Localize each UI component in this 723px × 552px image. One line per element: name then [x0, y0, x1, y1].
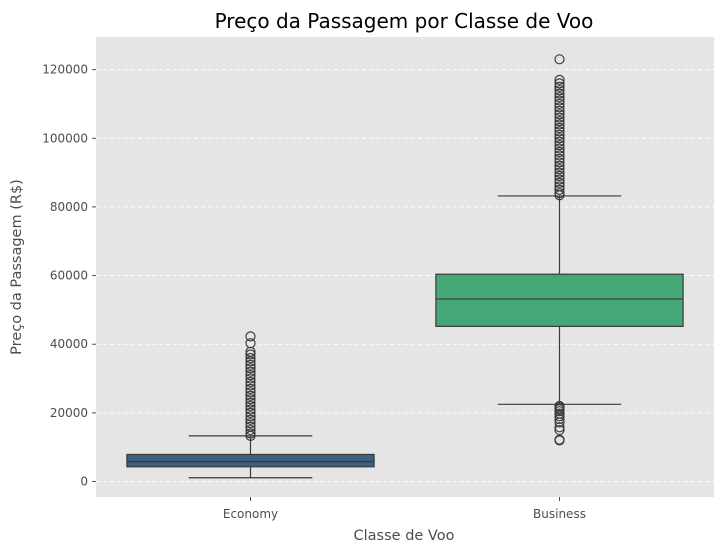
outlier-point [245, 400, 256, 412]
outlier-point [554, 181, 565, 192]
outlier-point [554, 119, 565, 130]
outlier-point [554, 122, 565, 134]
outlier-point [245, 363, 256, 374]
outlier-point [245, 366, 256, 377]
outlier-point [554, 157, 565, 168]
y-tick-label: 60000 [50, 269, 88, 283]
outlier-point [245, 411, 256, 422]
outlier-point [245, 428, 256, 439]
outlier-point [554, 109, 565, 120]
outlier-point [245, 421, 256, 432]
outlier-point [554, 112, 565, 123]
outlier-point [245, 356, 256, 367]
outlier-point [554, 116, 565, 127]
outlier-point [554, 160, 565, 171]
outlier-point [554, 184, 565, 195]
x-tick-label: Economy [223, 507, 278, 521]
plot-background [96, 37, 714, 497]
chart-title: Preço da Passagem por Classe de Voo [215, 9, 594, 33]
outlier-point [554, 170, 565, 182]
y-tick-label: 120000 [42, 63, 88, 77]
outlier-point [245, 373, 256, 384]
box-iqr [435, 273, 684, 327]
outlier-point [554, 177, 565, 188]
outlier-point [554, 422, 565, 433]
outlier-point [554, 146, 565, 158]
outlier-point [554, 102, 565, 113]
outlier-point [245, 407, 256, 418]
x-axis-ticks: Economy Business [223, 497, 586, 521]
outlier-point [245, 404, 256, 415]
outlier-point [554, 81, 565, 92]
outlier-point [554, 129, 565, 140]
outlier-point [554, 434, 565, 445]
outlier-point [554, 74, 565, 86]
outlier-point [554, 153, 565, 164]
outlier-point [245, 397, 256, 408]
y-axis-ticks: 0 20000 40000 60000 80000 100000 120000 [42, 63, 96, 489]
outlier-point [554, 133, 565, 144]
outlier-point [245, 390, 256, 401]
outlier-point [245, 370, 256, 381]
outlier-point [554, 88, 565, 99]
outlier-point [554, 95, 565, 106]
y-tick-label: 80000 [50, 200, 88, 214]
outlier-point [245, 424, 256, 436]
y-tick-label: 0 [80, 475, 88, 489]
outlier-point [554, 143, 565, 154]
outlier-point [554, 136, 565, 147]
x-axis-label: Classe de Voo [354, 528, 455, 544]
outlier-point [245, 338, 256, 349]
outlier-point [245, 349, 256, 360]
outlier-point [245, 359, 256, 370]
outlier-point [554, 98, 565, 110]
outlier-point [554, 164, 565, 175]
outlier-point [245, 331, 256, 342]
y-tick-label: 100000 [42, 131, 88, 145]
outlier-point [245, 383, 256, 394]
outlier-point [554, 85, 565, 96]
outlier-point [554, 78, 565, 89]
outlier-point [245, 394, 256, 405]
outlier-point [554, 400, 565, 412]
outlier-point [245, 414, 256, 425]
outlier-point [554, 150, 565, 161]
outlier-point [245, 418, 256, 429]
y-axis-label: Preço da Passagem (R$) [9, 179, 25, 355]
box-series [126, 54, 684, 479]
outlier-point [554, 140, 565, 151]
outlier-point [554, 105, 565, 116]
outlier-point [245, 352, 256, 364]
outlier-point [245, 376, 256, 388]
x-tick-label: Business [533, 507, 586, 521]
outlier-point [554, 408, 565, 419]
outlier-point [245, 387, 256, 398]
outlier-point [554, 174, 565, 185]
outlier-point [245, 380, 256, 391]
outlier-point [554, 126, 565, 137]
outlier-point [554, 91, 565, 103]
outlier-point [554, 188, 565, 199]
y-tick-label: 20000 [50, 406, 88, 420]
box-iqr [126, 453, 375, 468]
box-economy [126, 331, 375, 479]
outlier-point [554, 413, 565, 425]
outlier-point [554, 54, 565, 65]
outlier-point [554, 167, 565, 178]
box-business [435, 54, 684, 446]
outlier-point [554, 424, 565, 436]
y-tick-label: 40000 [50, 337, 88, 351]
